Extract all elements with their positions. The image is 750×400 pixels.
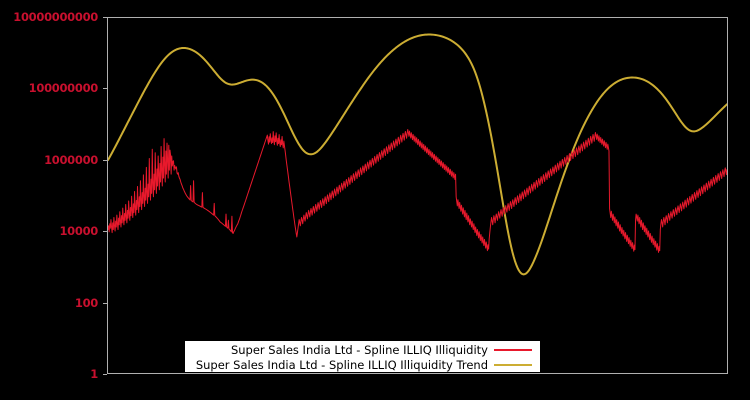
y-axis-tick-label: 1 [90,367,98,381]
y-axis-tick-mark [103,374,107,375]
y-axis-tick-label: 10000000000 [13,10,98,24]
series-line-trend [108,35,727,275]
y-axis-tick-mark [103,88,107,90]
y-axis: 1 100 10000 1000000 100000000 10000000000 [0,0,107,400]
legend-label-trend: Super Sales India Ltd - Spline ILLIQ Ill… [195,357,488,372]
y-axis-tick-label: 100 [74,295,98,310]
y-axis-tick-mark [103,17,107,18]
plot-area [107,17,728,374]
y-axis-tick-label: 100000000 [28,81,99,96]
legend-swatch-trend [494,363,532,366]
chart-legend: Super Sales India Ltd - Spline ILLIQ Ill… [185,341,540,372]
legend-swatch-illiquidity [494,348,532,351]
legend-item-illiquidity[interactable]: Super Sales India Ltd - Spline ILLIQ Ill… [185,342,540,357]
series-line-illiquidity [108,130,727,253]
y-axis-tick-label: 10000 [59,224,98,239]
legend-label-illiquidity: Super Sales India Ltd - Spline ILLIQ Ill… [230,342,488,357]
y-axis-tick-mark [103,159,107,161]
plot-svg [108,18,727,373]
y-axis-tick-label: 1000000 [44,152,98,167]
y-axis-tick-mark [103,302,107,304]
legend-item-trend[interactable]: Super Sales India Ltd - Spline ILLIQ Ill… [185,357,540,372]
y-axis-tick-mark [103,231,107,233]
